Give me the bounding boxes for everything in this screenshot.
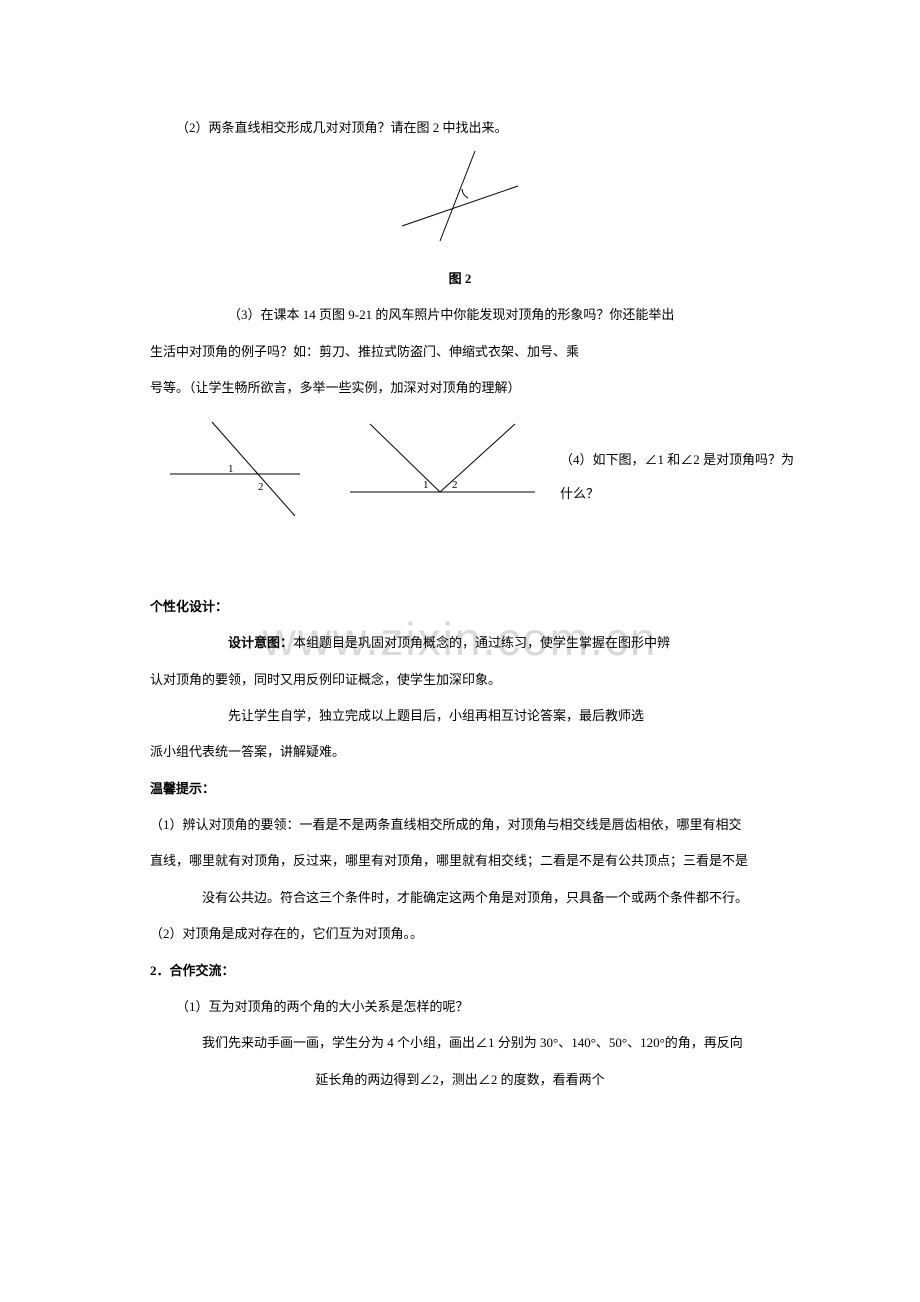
paragraph-q3b: 生活中对顶角的例子吗？如：剪刀、推拉式防盗门、伸缩式衣架、加号、乘: [150, 334, 770, 370]
teacher-note-line1: 先让学生自学，独立完成以上题目后，小组再相互讨论答案，最后教师选: [150, 698, 770, 734]
warm-tips-title: 温馨提示：: [150, 771, 770, 807]
design-intent-label: 设计意图：: [228, 635, 293, 650]
figure-q4-right: 1 2: [340, 414, 550, 538]
coop-line1: （1）互为对顶角的两个角的大小关系是怎样的呢？: [150, 989, 770, 1025]
svg-text:2: 2: [452, 479, 458, 491]
figure-q4-row: 1 2 1 2 （4）如下图，∠1 和∠2 是对顶角吗？为 什么？: [150, 414, 770, 538]
paragraph-q3c: 号等。（让学生畅所欲言，多举一些实例，加深对对顶角的理解）: [150, 370, 770, 406]
design-intent-line2: 认对顶角的要领，同时又用反例印证概念，使学生加深印象。: [150, 662, 770, 698]
coop-line3: 延长角的两边得到∠2，测出∠2 的度数，看看两个: [150, 1062, 770, 1098]
warm-tip-2: （2）对顶角是成对存在的，它们互为对顶角。。: [150, 916, 770, 952]
coop-line2: 我们先来动手画一画，学生分为 4 个小组，画出∠1 分别为 30°、140°、5…: [150, 1025, 770, 1061]
paragraph-q2: （2）两条直线相交形成几对对顶角？请在图 2 中找出来。: [150, 110, 770, 146]
section-personal-design: 个性化设计：: [150, 589, 770, 625]
svg-text:1: 1: [423, 479, 429, 491]
warm-tip-1c: 没有公共边。符合这三个条件时，才能确定这两个角是对顶角，只具备一个或两个条件都不…: [150, 880, 770, 916]
paragraph-q3a: （3）在课本 14 页图 9-21 的风车照片中你能发现对顶角的形象吗？你还能举…: [150, 297, 770, 333]
design-intent-line1: 设计意图：本组题目是巩固对顶角概念的，通过练习，使学生掌握在图形中辨: [150, 625, 770, 661]
svg-text:1: 1: [228, 463, 234, 475]
q4-line2: 什么？: [560, 477, 794, 511]
paragraph-q4: （4）如下图，∠1 和∠2 是对顶角吗？为 什么？: [550, 443, 794, 511]
warm-tip-1b: 直线，哪里就有对顶角，反过来，哪里有对顶角，哪里就有相交线；二看是不是有公共顶点…: [150, 843, 770, 879]
figure-2-diagram: [150, 146, 770, 260]
design-intent-text: 本组题目是巩固对顶角概念的，通过练习，使学生掌握在图形中辨: [293, 635, 670, 650]
document-page: （2）两条直线相交形成几对对顶角？请在图 2 中找出来。 图 2 （3）在课本 …: [0, 0, 920, 1158]
teacher-note-line2: 派小组代表统一答案，讲解疑难。: [150, 734, 770, 770]
q4-line1: （4）如下图，∠1 和∠2 是对顶角吗？为: [560, 443, 794, 477]
warm-tip-1a: （1）辨认对顶角的要领：一看是不是两条直线相交所成的角，对顶角与相交线是唇齿相依…: [150, 807, 770, 843]
figure-2-label: 图 2: [150, 261, 770, 297]
section-2-title: 2．合作交流：: [150, 953, 770, 989]
figure-q4-left: 1 2: [150, 414, 340, 538]
svg-text:2: 2: [258, 481, 264, 493]
